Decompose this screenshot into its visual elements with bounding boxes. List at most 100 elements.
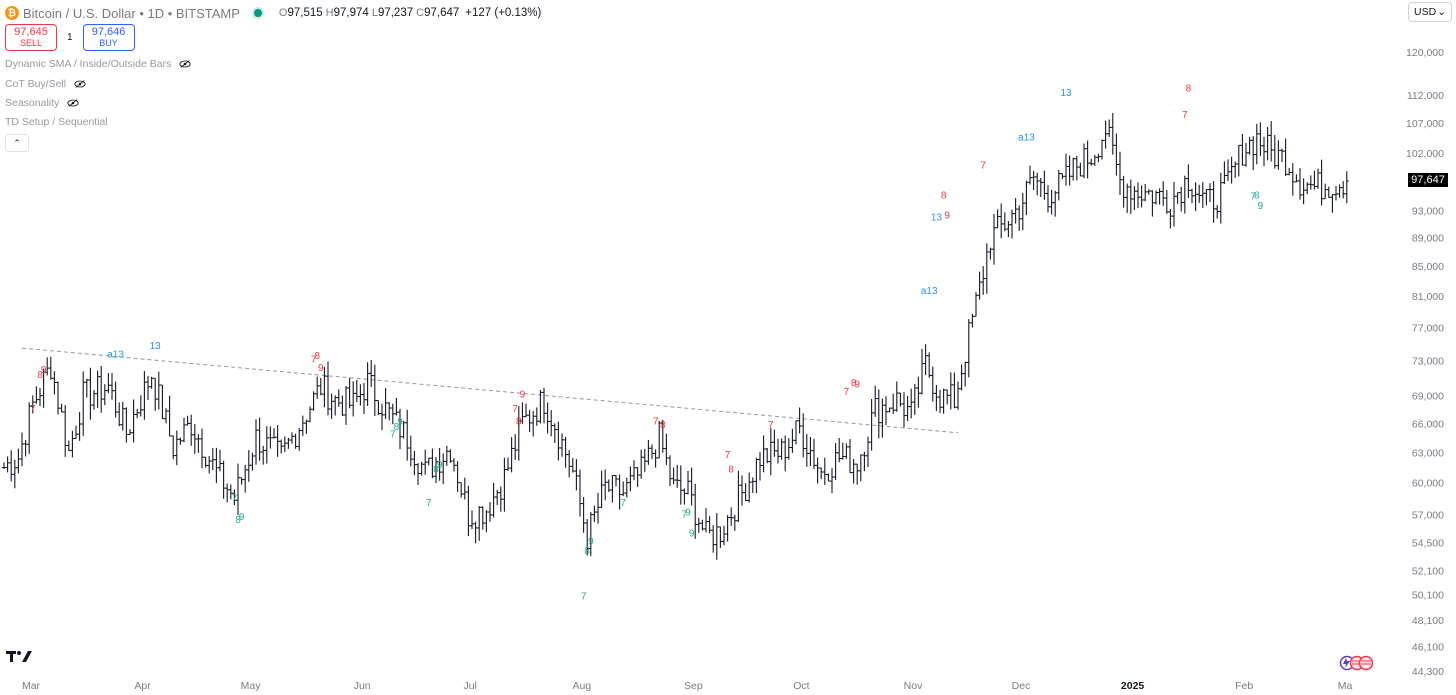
ohlc-bar bbox=[1157, 188, 1162, 205]
eye-hidden-icon[interactable] bbox=[67, 98, 79, 108]
ohlc-bar bbox=[5, 456, 10, 473]
ohlc-bar bbox=[372, 364, 377, 416]
td-count-label: 13 bbox=[931, 212, 943, 223]
ohlc-bar bbox=[952, 372, 957, 409]
open-value: 97,515 bbox=[287, 7, 323, 19]
ohlc-bar bbox=[916, 376, 921, 408]
trend-line[interactable] bbox=[21, 347, 959, 434]
ohlc-bar bbox=[1182, 175, 1187, 214]
ohlc-bar bbox=[293, 433, 298, 449]
ohlc-bar bbox=[84, 378, 89, 398]
ohlc-bar bbox=[704, 508, 708, 533]
ohlc-bar bbox=[1064, 153, 1068, 186]
ohlc-bar bbox=[855, 463, 860, 485]
symbol-title[interactable]: Bitcoin / U.S. Dollar • 1D • BITSTAMP bbox=[23, 5, 240, 21]
ohlc-bar bbox=[128, 429, 132, 436]
ohlc-bar bbox=[1136, 182, 1140, 209]
ohlc-bar bbox=[786, 438, 791, 460]
ohlc-bar bbox=[138, 395, 143, 417]
indicator-td-sequential[interactable]: TD Setup / Sequential bbox=[5, 116, 108, 128]
ohlc-bar bbox=[776, 438, 780, 464]
ohlc-bar bbox=[696, 517, 701, 533]
ohlc-bar bbox=[23, 440, 28, 457]
indicator-cot[interactable]: CoT Buy/Sell bbox=[5, 78, 86, 90]
ohlc-bar bbox=[923, 344, 928, 376]
td-count-label: 7 bbox=[653, 416, 659, 427]
ohlc-bar bbox=[1208, 183, 1212, 203]
ohlc-bar bbox=[77, 411, 82, 441]
currency-select[interactable]: USD ⌄ bbox=[1408, 2, 1452, 22]
ohlc-bar bbox=[1218, 172, 1223, 224]
ohlc-bar bbox=[1323, 183, 1328, 200]
ohlc-bar bbox=[1028, 165, 1032, 185]
indicator-seasonality[interactable]: Seasonality bbox=[5, 97, 79, 109]
price-tick-label: 73,000 bbox=[1412, 356, 1444, 368]
ohlc-bar bbox=[894, 381, 899, 412]
ohlc-bar bbox=[167, 395, 172, 437]
ohlc-bar bbox=[1294, 174, 1299, 183]
ohlc-bar bbox=[668, 455, 672, 487]
ohlc-bar bbox=[1280, 148, 1284, 163]
last-price-label: 97,647 bbox=[1408, 173, 1448, 187]
ohlc-bar bbox=[567, 450, 572, 478]
ohlc-bar bbox=[729, 507, 734, 526]
ohlc-bar bbox=[880, 398, 885, 438]
ohlc-bar bbox=[365, 362, 370, 406]
high-label: H bbox=[325, 7, 334, 19]
ohlc-bar bbox=[1262, 136, 1266, 167]
ohlc-bar bbox=[1254, 123, 1259, 165]
ohlc-bar bbox=[38, 387, 42, 407]
ohlc-bar bbox=[444, 445, 449, 466]
td-count-label: 7 bbox=[768, 420, 774, 431]
ohlc-bar bbox=[772, 429, 777, 457]
ohlc-bar bbox=[358, 384, 363, 406]
ohlc-bar bbox=[570, 458, 575, 473]
ohlc-bar bbox=[1190, 188, 1194, 204]
ohlc-bar bbox=[1287, 167, 1292, 176]
ohlc-bar bbox=[909, 388, 914, 419]
ohlc-bar bbox=[866, 436, 870, 468]
ohlc-bar bbox=[1118, 151, 1122, 195]
ohlc-bar bbox=[1236, 144, 1241, 177]
collapse-indicators-button[interactable]: ⌃ bbox=[5, 134, 29, 152]
ohlc-bar bbox=[552, 423, 557, 443]
ohlc-bar bbox=[873, 385, 878, 417]
ohlc-bar bbox=[344, 386, 348, 425]
ohlc-bar bbox=[416, 463, 420, 485]
ohlc-bar bbox=[196, 434, 201, 453]
sell-button[interactable]: 97,645 SELL bbox=[5, 24, 57, 51]
td-count-label: 9 bbox=[1258, 201, 1264, 212]
ohlc-bar bbox=[1128, 179, 1133, 214]
td-count-label: 7 bbox=[1250, 192, 1256, 203]
indicator-label: Dynamic SMA / Inside/Outside Bars bbox=[5, 58, 172, 70]
tradingview-logo-icon[interactable] bbox=[6, 649, 34, 663]
ohlc-bar bbox=[1204, 189, 1209, 206]
td-count-label: 13 bbox=[1060, 88, 1072, 99]
eye-hidden-icon[interactable] bbox=[179, 59, 191, 69]
price-tick-label: 89,000 bbox=[1412, 233, 1444, 245]
event-flags-icon[interactable] bbox=[1337, 655, 1379, 671]
ohlc-bar bbox=[272, 428, 276, 439]
ohlc-bar bbox=[1186, 164, 1191, 198]
ohlc-bar bbox=[837, 437, 842, 463]
ohlc-bar bbox=[797, 407, 802, 434]
buy-button[interactable]: 97,646 BUY bbox=[82, 24, 135, 51]
ohlc-bar bbox=[142, 371, 147, 420]
ohlc-bar bbox=[254, 419, 258, 465]
ohlc-bar bbox=[1089, 158, 1094, 166]
eye-hidden-icon[interactable] bbox=[74, 79, 86, 89]
ohlc-bar bbox=[948, 372, 953, 410]
ohlc-bar bbox=[1082, 143, 1086, 179]
ohlc-bar bbox=[966, 319, 971, 378]
ohlc-bar bbox=[1305, 182, 1310, 195]
ohlc-bar bbox=[1143, 183, 1148, 202]
ohlc-bar bbox=[988, 247, 993, 260]
ohlc-bar bbox=[1251, 136, 1256, 171]
ohlc-bar bbox=[95, 370, 100, 408]
ohlc-bar bbox=[1049, 189, 1054, 215]
ohlc-bar bbox=[1110, 113, 1115, 155]
ohlc-bar bbox=[59, 403, 64, 413]
indicator-dynamic-sma[interactable]: Dynamic SMA / Inside/Outside Bars bbox=[5, 58, 191, 70]
td-count-label: 8 bbox=[728, 464, 734, 475]
